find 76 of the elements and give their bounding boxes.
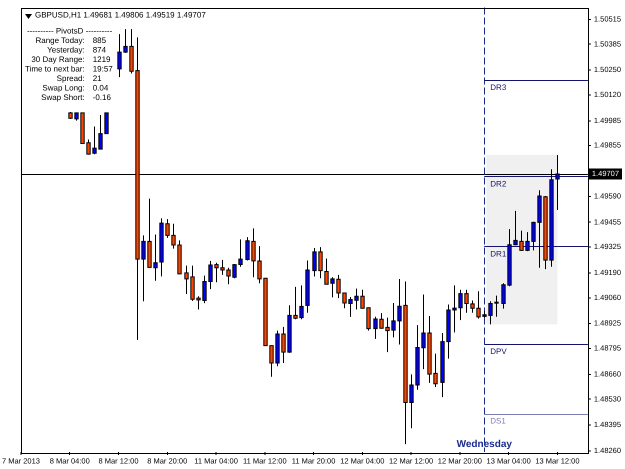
x-tick-label: Wednesday — [456, 439, 512, 450]
ref-line-label: DR1 — [490, 250, 507, 259]
candlestick — [86, 139, 91, 156]
annotation: ---------- PivotsD ---------- — [26, 26, 113, 36]
candlestick — [421, 294, 426, 370]
candlestick — [373, 316, 378, 340]
annotation: 874 — [92, 46, 107, 55]
ref-line-label: DS1 — [490, 416, 506, 426]
candlestick — [452, 284, 457, 333]
ref-line-label: DPV — [490, 346, 508, 356]
candlestick — [245, 236, 250, 261]
candlestick — [391, 302, 396, 338]
candlestick — [385, 317, 390, 353]
annotation: 21 — [92, 74, 102, 84]
candlestick — [360, 289, 365, 310]
annotation: 885 — [92, 36, 107, 46]
candlestick — [342, 292, 347, 309]
candlestick — [184, 265, 189, 294]
candlestick — [464, 289, 469, 314]
candlestick — [214, 262, 219, 283]
candlestick — [171, 223, 176, 250]
candlestick — [312, 248, 317, 278]
candlestick — [92, 126, 97, 155]
candlestick — [141, 234, 146, 302]
annotation: 19:57 — [92, 64, 114, 74]
candlestick — [458, 289, 463, 321]
candlestick — [348, 296, 353, 318]
candlestick — [232, 264, 237, 279]
candlestick — [202, 275, 207, 304]
candlestick — [318, 246, 323, 279]
candlestick — [269, 345, 274, 378]
candlestick — [208, 260, 213, 290]
candlestick — [117, 34, 122, 78]
candlestick — [409, 374, 414, 429]
candlestick — [519, 230, 524, 252]
candlestick — [366, 306, 371, 332]
candlestick — [494, 295, 499, 318]
ref-line-label: DR3 — [490, 83, 507, 92]
candlestick — [257, 246, 262, 284]
candlestick — [226, 267, 231, 285]
candlestick — [98, 114, 103, 150]
candlestick — [379, 312, 384, 330]
annotation: 0.04 — [92, 84, 109, 93]
candlestick — [238, 238, 243, 268]
candlestick — [501, 282, 506, 310]
annotation: 1219 — [92, 55, 112, 64]
candlestick — [476, 290, 481, 320]
candlestick — [531, 221, 536, 251]
candlestick — [190, 265, 195, 302]
candlestick — [513, 210, 518, 246]
chart-title: GBPUSD,H1 1.49681 1.49806 1.49519 1.49707 — [34, 10, 206, 20]
candlestick — [525, 232, 530, 252]
candlestick — [220, 259, 225, 276]
candlestick — [281, 326, 286, 364]
candlestick — [104, 112, 109, 134]
annotation: Swap Long: — [42, 84, 85, 93]
candlestick — [488, 300, 493, 325]
annotation: Spread: — [56, 74, 85, 84]
annotation: Time to next bar: — [24, 64, 85, 74]
candlestick — [336, 274, 341, 299]
annotation: Yesterday: — [47, 46, 85, 55]
annotation: 30 Day Range: — [31, 55, 85, 64]
candlestick — [433, 353, 438, 388]
annotation: Range Today: — [35, 36, 85, 46]
candlestick — [123, 28, 128, 54]
candlestick — [324, 258, 329, 285]
annotation: Swap Short: — [41, 93, 85, 102]
candlestick — [251, 228, 256, 278]
candlestick — [397, 278, 402, 345]
candlestick — [470, 300, 475, 314]
annotation: -0.16 — [92, 93, 112, 102]
candlestick — [196, 296, 201, 310]
ref-line-label: DR2 — [490, 180, 507, 189]
candlestick — [299, 284, 304, 320]
candlestick — [165, 218, 170, 238]
candlestick — [354, 288, 359, 310]
